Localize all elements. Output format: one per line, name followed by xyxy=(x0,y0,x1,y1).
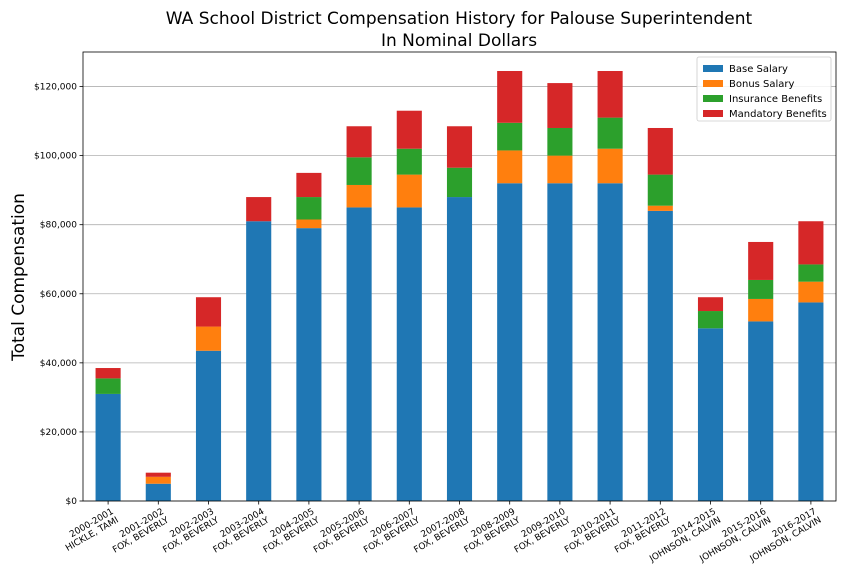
bar-insurance-benefits xyxy=(697,311,724,329)
bar-bonus-salary xyxy=(296,219,322,229)
bars-layer xyxy=(95,70,824,502)
bar-bonus-salary xyxy=(396,174,422,208)
bar-base-salary xyxy=(547,183,573,501)
legend-label: Base Salary xyxy=(729,64,788,75)
bar-insurance-benefits xyxy=(346,157,372,185)
bar-base-salary xyxy=(798,302,824,501)
bar-mandatory-benefits xyxy=(145,472,171,477)
bar-mandatory-benefits xyxy=(296,172,322,198)
legend: Base Salary Bonus Salary Insurance Benefit… xyxy=(696,56,832,122)
bar-insurance-benefits xyxy=(798,264,824,282)
y-axis-label: Total Compensation xyxy=(9,193,29,362)
bar-bonus-salary xyxy=(748,298,774,322)
bar-base-salary xyxy=(95,393,121,501)
legend-box xyxy=(696,56,832,122)
bar-mandatory-benefits xyxy=(647,127,673,175)
y-tick-label: $100,000 xyxy=(34,152,77,162)
bar-base-salary xyxy=(697,328,724,501)
bar-insurance-benefits xyxy=(497,122,523,151)
bar-mandatory-benefits xyxy=(446,126,473,168)
bar-insurance-benefits xyxy=(446,167,473,198)
bar-base-salary xyxy=(647,210,673,501)
bar-base-salary xyxy=(346,207,372,501)
bar-base-salary xyxy=(748,321,774,501)
bar-insurance-benefits xyxy=(396,148,422,175)
bar-bonus-salary xyxy=(346,184,372,208)
y-tick-label: $120,000 xyxy=(34,83,77,93)
bar-mandatory-benefits xyxy=(697,297,724,312)
bar-bonus-salary xyxy=(547,155,573,184)
y-tick-label: $80,000 xyxy=(40,221,77,231)
bar-base-salary xyxy=(446,197,473,502)
bar-bonus-salary xyxy=(647,205,673,211)
bar-mandatory-benefits xyxy=(195,297,222,327)
legend-label: Insurance Benefits xyxy=(729,94,822,105)
chart-title: WA School District Compensation History … xyxy=(166,9,753,29)
bar-mandatory-benefits xyxy=(95,368,121,379)
bar-insurance-benefits xyxy=(597,117,623,149)
bar-insurance-benefits xyxy=(95,378,121,394)
bar-base-salary xyxy=(497,183,523,501)
bar-base-salary xyxy=(145,483,171,501)
bar-mandatory-benefits xyxy=(798,221,824,265)
bar-insurance-benefits xyxy=(296,197,322,220)
chart-subtitle: In Nominal Dollars xyxy=(381,31,537,51)
bar-bonus-salary xyxy=(597,148,623,184)
bar-mandatory-benefits xyxy=(497,70,523,123)
bar-insurance-benefits xyxy=(748,279,774,299)
legend-swatch xyxy=(703,65,723,72)
y-tick-label: $60,000 xyxy=(40,290,77,300)
bar-insurance-benefits xyxy=(647,174,673,206)
y-tick-label: $0 xyxy=(66,497,78,507)
bar-bonus-salary xyxy=(145,476,171,484)
bar-mandatory-benefits xyxy=(597,70,623,118)
y-tick-label: $20,000 xyxy=(40,428,77,438)
bar-mandatory-benefits xyxy=(748,241,774,280)
legend-label: Mandatory Benefits xyxy=(729,109,827,120)
bar-base-salary xyxy=(597,183,623,501)
legend-swatch xyxy=(703,80,723,87)
bar-mandatory-benefits xyxy=(396,110,422,149)
bar-mandatory-benefits xyxy=(346,126,372,158)
bar-base-salary xyxy=(246,221,272,501)
y-tick-label: $40,000 xyxy=(40,359,77,369)
bar-bonus-salary xyxy=(497,150,523,184)
bar-bonus-salary xyxy=(195,326,222,351)
legend-swatch xyxy=(703,95,723,102)
bar-mandatory-benefits xyxy=(246,197,272,222)
legend-swatch xyxy=(703,110,723,117)
bar-mandatory-benefits xyxy=(547,83,573,128)
bar-bonus-salary xyxy=(798,281,824,303)
bar-insurance-benefits xyxy=(547,127,573,156)
legend-label: Bonus Salary xyxy=(729,79,795,90)
bar-base-salary xyxy=(396,207,422,501)
bar-base-salary xyxy=(296,228,322,501)
bar-base-salary xyxy=(195,350,222,501)
